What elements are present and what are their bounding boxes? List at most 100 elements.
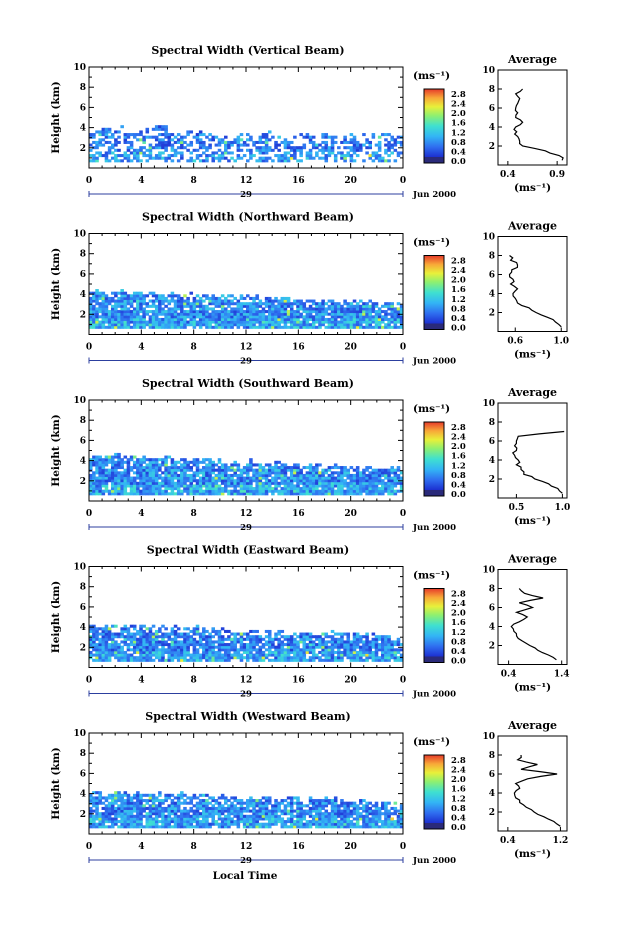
heatmap-cell — [158, 156, 162, 160]
heatmap-cell — [274, 466, 278, 470]
heatmap-cell — [214, 315, 219, 319]
heatmap-cell — [202, 806, 206, 810]
heatmap-cell — [230, 484, 234, 488]
heatmap-cell — [186, 632, 190, 636]
heatmap-cell — [224, 481, 228, 485]
y-tick-label: 6 — [80, 436, 86, 446]
heatmap-cell — [192, 814, 197, 818]
heatmap-cell — [330, 653, 335, 657]
heatmap-cell — [233, 799, 237, 803]
heatmap-cell — [123, 156, 128, 160]
heatmap-cell — [129, 468, 134, 472]
heatmap-cell — [89, 806, 93, 810]
heatmap-cell — [164, 460, 168, 464]
heatmap-cell — [220, 643, 225, 647]
heatmap-cell — [104, 307, 109, 311]
x-tick-label: 20 — [344, 176, 357, 186]
heatmap-cell — [330, 643, 335, 647]
heatmap-cell — [180, 143, 184, 147]
x-tick-label: 16 — [292, 176, 305, 186]
heatmap-cell — [123, 484, 128, 488]
heatmap-cell — [349, 320, 354, 324]
heatmap-cell — [170, 471, 175, 475]
heatmap-cell — [104, 320, 109, 324]
heatmap-cell — [255, 635, 259, 639]
heatmap-cell — [198, 643, 203, 647]
heatmap-cell — [346, 650, 351, 654]
heatmap-cell — [126, 466, 131, 470]
y-tick-label: 4 — [80, 124, 86, 134]
heatmap-cell — [374, 151, 379, 155]
heatmap-cell — [264, 476, 269, 480]
heatmap-cell — [343, 466, 347, 470]
heatmap-cell — [180, 635, 184, 639]
heatmap-cell — [129, 458, 134, 462]
heatmap-cell — [224, 312, 228, 316]
heatmap-cell — [271, 645, 275, 649]
heatmap-cell — [224, 299, 228, 303]
heatmap-cell — [274, 635, 278, 639]
heatmap-cell — [296, 822, 300, 826]
heatmap-cell — [267, 296, 272, 300]
heatmap-cell — [280, 325, 285, 329]
heatmap-cell — [280, 315, 285, 319]
heatmap-cell — [183, 825, 187, 829]
heatmap-cell — [120, 817, 124, 821]
heatmap-cell — [183, 310, 187, 314]
heatmap-cell — [186, 302, 190, 306]
heatmap-cell — [381, 658, 385, 662]
heatmap-cell — [274, 468, 278, 472]
heatmap-cell — [158, 806, 162, 810]
heatmap-cell — [236, 640, 241, 644]
heatmap-cell — [258, 151, 263, 155]
heatmap-cell — [346, 140, 351, 144]
heatmap-cell — [220, 645, 225, 649]
heatmap-cell — [220, 637, 225, 641]
heatmap-cell — [377, 159, 382, 163]
heatmap-cell — [120, 809, 124, 813]
heatmap-cell — [192, 812, 197, 816]
colorbar-tick-label: 1.2 — [451, 461, 466, 471]
heatmap-cell — [186, 143, 190, 147]
heatmap-cell — [114, 479, 118, 483]
heatmap-cell — [211, 302, 215, 306]
heatmap-cell — [161, 127, 165, 131]
heatmap-cell — [98, 471, 102, 475]
heatmap-cell — [151, 650, 156, 654]
heatmap-cell — [224, 463, 228, 467]
heatmap-cell — [236, 481, 241, 485]
heatmap-cell — [148, 156, 153, 160]
heatmap-cell — [189, 822, 194, 826]
heatmap-cell — [158, 317, 162, 321]
heatmap-cell — [205, 135, 209, 139]
heatmap-cell — [289, 307, 294, 311]
heatmap-cell — [289, 323, 294, 327]
heatmap-cell — [110, 804, 115, 808]
heatmap-cell — [170, 291, 175, 295]
heatmap-cell — [236, 820, 241, 824]
heatmap-cell — [371, 476, 376, 480]
heatmap-cell — [126, 799, 131, 803]
heatmap-cell — [346, 481, 351, 485]
heatmap-cell — [396, 658, 401, 662]
heatmap-cell — [233, 471, 237, 475]
heatmap-cell — [399, 143, 404, 147]
heatmap-cell — [180, 640, 184, 644]
heatmap-cell — [164, 793, 168, 797]
heatmap-cell — [236, 476, 241, 480]
heatmap-cell — [142, 154, 146, 158]
heatmap-cell — [158, 463, 162, 467]
heatmap-cell — [151, 471, 156, 475]
heatmap-cell — [261, 133, 266, 137]
heatmap-cell — [246, 479, 250, 483]
heatmap-cell — [220, 822, 225, 826]
heatmap-cell — [192, 458, 197, 462]
heatmap-cell — [377, 648, 382, 652]
heatmap-cell — [186, 645, 190, 649]
colorbar-tick-label: 0.0 — [451, 490, 466, 500]
heatmap-cell — [311, 648, 316, 652]
heatmap-cell — [114, 640, 118, 644]
heatmap-cell — [261, 156, 266, 160]
heatmap-cell — [337, 658, 341, 662]
heatmap-cell — [289, 156, 294, 160]
